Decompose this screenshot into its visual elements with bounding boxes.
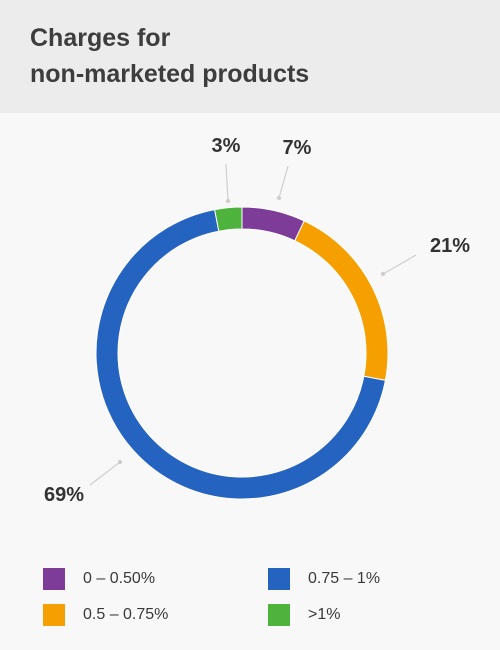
- legend-swatch: [43, 604, 65, 626]
- leader-line: [225, 163, 229, 202]
- percent-label: 21%: [430, 235, 470, 257]
- legend-label: >1%: [308, 606, 341, 623]
- legend-swatch: [268, 568, 290, 590]
- percent-labels: 7% 21% 69% 3%: [44, 135, 470, 506]
- leader-line: [278, 165, 289, 199]
- legend-label: 0.5 – 0.75%: [83, 606, 169, 623]
- donut-slice: [95, 209, 386, 500]
- legend-swatch: [268, 604, 290, 626]
- legend-item-0.5-0.75: 0.5 – 0.75%: [43, 603, 168, 627]
- chart-title: Charges for non-marketed products: [30, 24, 310, 88]
- legend-item-0-0.50: 0 – 0.50%: [43, 567, 155, 591]
- legend-label: 0 – 0.50%: [83, 570, 156, 587]
- leader-dot: [225, 198, 231, 204]
- legend-label: 0.75 – 1%: [308, 570, 381, 587]
- leader-dot: [276, 195, 282, 201]
- donut-slice: [214, 206, 243, 232]
- leader-line: [382, 254, 417, 275]
- chart-panel: [0, 113, 500, 650]
- donut-slice: [241, 206, 305, 242]
- leader-line: [89, 461, 121, 486]
- chart-header: Charges for non-marketed products: [0, 0, 500, 113]
- donut-slice: [294, 220, 389, 381]
- percent-label: 69%: [44, 484, 84, 506]
- legend-item-0.75-1: 0.75 – 1%: [268, 567, 380, 591]
- legend-swatch: [43, 568, 65, 590]
- leader-lines: [89, 163, 417, 486]
- percent-label: 3%: [212, 135, 241, 157]
- donut-slices: [95, 206, 389, 500]
- leader-dot: [117, 459, 123, 465]
- legend-item-gt1: >1%: [268, 603, 340, 627]
- percent-label: 7%: [283, 137, 312, 159]
- leader-dot: [380, 271, 386, 277]
